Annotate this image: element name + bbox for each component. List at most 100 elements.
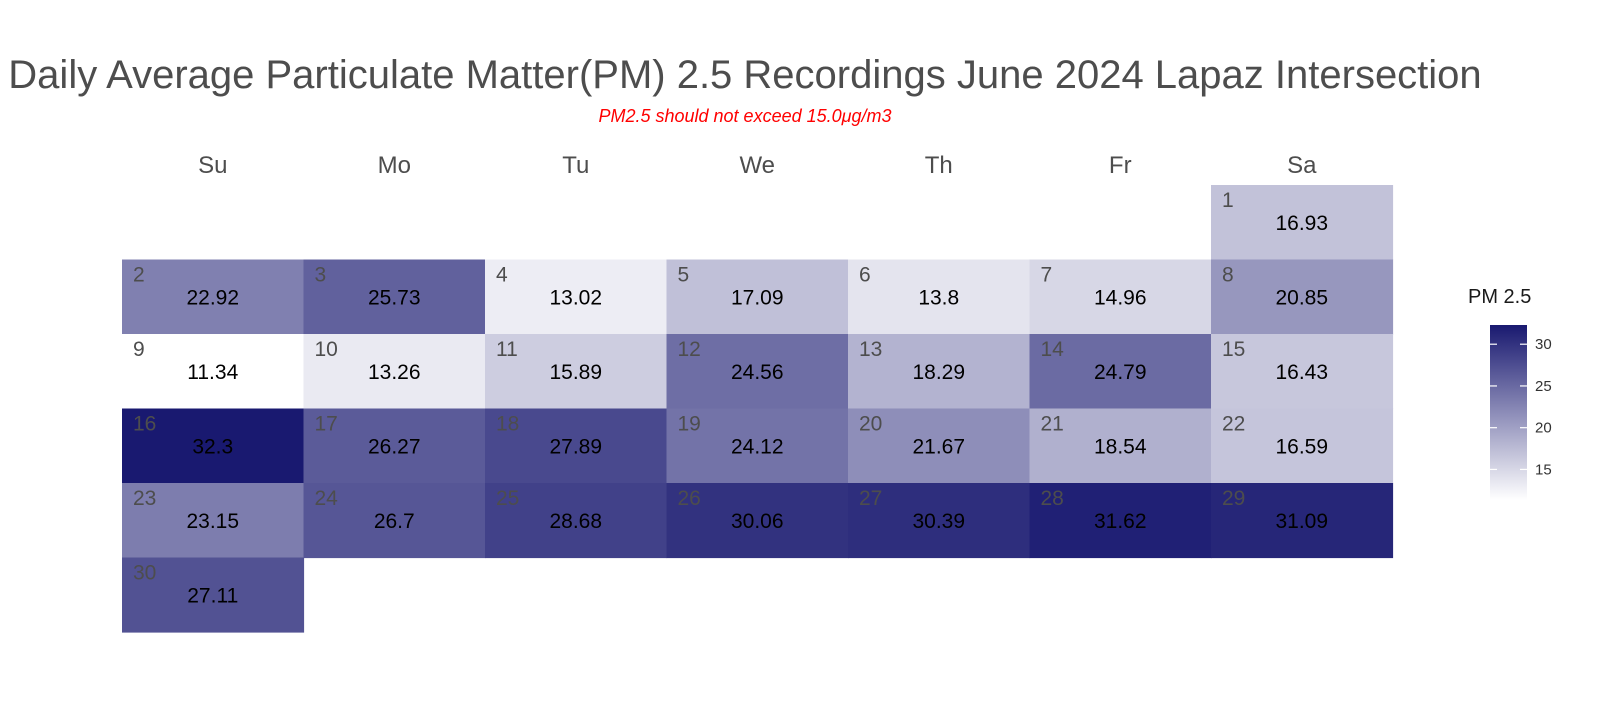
legend-colorbar <box>1490 325 1527 500</box>
value-label: 13.02 <box>549 287 602 310</box>
day-number: 22 <box>1222 413 1245 436</box>
day-cell <box>485 334 668 410</box>
value-label: 31.62 <box>1094 510 1147 533</box>
value-label: 18.29 <box>912 361 965 384</box>
value-label: 20.85 <box>1275 287 1328 310</box>
day-number: 23 <box>133 487 156 510</box>
day-cell <box>122 408 305 484</box>
value-label: 32.3 <box>192 436 233 459</box>
day-number: 17 <box>315 413 338 436</box>
legend-tick-label: 20 <box>1535 420 1552 437</box>
day-number: 5 <box>678 264 690 287</box>
weekday-label: Mo <box>378 152 411 179</box>
day-cell <box>122 483 305 559</box>
value-label: 16.93 <box>1275 212 1328 235</box>
day-cell <box>122 334 305 410</box>
value-label: 27.11 <box>187 585 238 608</box>
day-cell <box>848 483 1031 559</box>
day-cell <box>303 334 486 410</box>
day-number: 25 <box>496 487 519 510</box>
day-cell <box>666 483 849 559</box>
day-number: 2 <box>133 264 145 287</box>
legend-tick-label: 30 <box>1535 336 1552 353</box>
weekday-label: We <box>739 152 775 179</box>
value-label: 25.73 <box>368 287 421 310</box>
day-cell <box>1029 408 1212 484</box>
color-legend: PM 2.5 15 20 25 30 <box>1468 286 1552 500</box>
day-cell <box>848 408 1031 484</box>
day-cell <box>303 408 486 484</box>
legend-tick-label: 15 <box>1535 461 1552 478</box>
day-number: 20 <box>859 413 882 436</box>
value-label: 26.27 <box>368 436 421 459</box>
value-label: 30.39 <box>912 510 965 533</box>
day-number: 13 <box>859 338 882 361</box>
weekday-label: Th <box>925 152 953 179</box>
day-cell <box>1211 334 1394 410</box>
day-number: 29 <box>1222 487 1245 510</box>
day-number: 15 <box>1222 338 1245 361</box>
value-label: 24.12 <box>731 436 784 459</box>
day-number: 9 <box>133 338 145 361</box>
value-label: 16.59 <box>1275 436 1328 459</box>
value-label: 23.15 <box>186 510 239 533</box>
day-number: 18 <box>496 413 519 436</box>
day-cell <box>485 408 668 484</box>
value-label: 26.7 <box>374 510 415 533</box>
value-label: 11.34 <box>187 361 238 384</box>
day-number: 14 <box>1041 338 1065 361</box>
chart-subtitle: PM2.5 should not exceed 15.0μg/m3 <box>598 106 891 126</box>
day-number: 3 <box>315 264 327 287</box>
value-label: 15.89 <box>549 361 602 384</box>
day-cell <box>303 483 486 559</box>
weekday-label: Sa <box>1287 152 1317 179</box>
day-number: 19 <box>678 413 701 436</box>
day-cell <box>666 408 849 484</box>
day-cell <box>1029 259 1212 335</box>
value-label: 14.96 <box>1094 287 1147 310</box>
day-cell <box>1029 334 1212 410</box>
day-cell <box>122 259 305 335</box>
value-label: 17.09 <box>731 287 784 310</box>
value-label: 24.79 <box>1094 361 1147 384</box>
legend-tick-label: 25 <box>1535 378 1552 395</box>
day-cell <box>303 259 486 335</box>
weekday-label: Tu <box>562 152 589 179</box>
value-label: 16.43 <box>1275 361 1328 384</box>
value-label: 21.67 <box>912 436 965 459</box>
day-number: 11 <box>496 338 518 361</box>
day-cell <box>1211 483 1394 559</box>
day-number: 6 <box>859 264 871 287</box>
day-number: 27 <box>859 487 882 510</box>
legend-title: PM 2.5 <box>1468 286 1531 308</box>
legend-ticks: 15 20 25 30 <box>1490 336 1552 478</box>
day-number: 26 <box>678 487 701 510</box>
day-number: 1 <box>1222 189 1234 212</box>
day-cell <box>666 334 849 410</box>
value-label: 22.92 <box>186 287 239 310</box>
day-cell <box>666 259 849 335</box>
day-cell <box>848 259 1031 335</box>
day-number: 24 <box>315 487 339 510</box>
weekday-header: Su Mo Tu We Th Fr Sa <box>198 152 1317 179</box>
value-label: 28.68 <box>549 510 602 533</box>
day-number: 10 <box>315 338 338 361</box>
day-number: 28 <box>1041 487 1064 510</box>
value-label: 13.8 <box>918 287 959 310</box>
day-cell <box>485 483 668 559</box>
day-number: 30 <box>133 562 156 585</box>
weekday-label: Fr <box>1109 152 1132 179</box>
value-label: 13.26 <box>368 361 421 384</box>
day-cell <box>1211 259 1394 335</box>
day-cell <box>1029 483 1212 559</box>
value-label: 18.54 <box>1094 436 1147 459</box>
weekday-label: Su <box>198 152 227 179</box>
value-label: 31.09 <box>1275 510 1328 533</box>
value-label: 24.56 <box>731 361 784 384</box>
calendar-grid: 1 16.93 2 22.92 3 25.73 4 13.02 5 17.09 6 13.8 7 14.9… <box>122 185 1394 633</box>
day-cell <box>485 259 668 335</box>
value-label: 30.06 <box>731 510 784 533</box>
value-label: 27.89 <box>549 436 602 459</box>
day-number: 21 <box>1041 413 1064 436</box>
